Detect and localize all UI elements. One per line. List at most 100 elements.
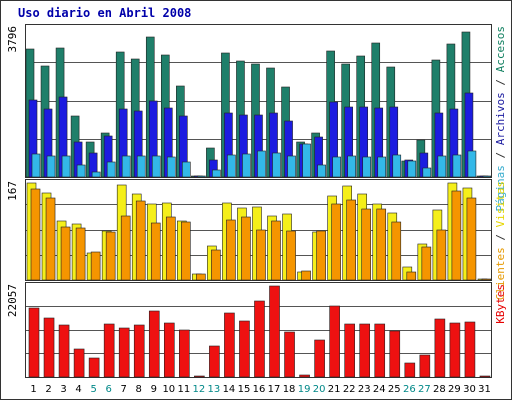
- x-tick-label-day-9: 9: [151, 384, 157, 395]
- bar-páginas-day-29: [452, 154, 462, 178]
- bar-clientes-day-5: [90, 251, 101, 281]
- bar-clientes-day-1: [30, 188, 41, 281]
- bar-kbytes-day-29: [449, 322, 461, 378]
- bar-clientes-day-26: [406, 271, 417, 281]
- bar-clientes-day-8: [135, 200, 146, 281]
- legend-part-3: /: [494, 72, 507, 92]
- bar-clientes-day-9: [150, 222, 161, 281]
- bar-clientes-day-18: [286, 230, 296, 281]
- bar-kbytes-day-26: [404, 362, 416, 378]
- legend-part-0: Clientes: [494, 247, 507, 300]
- bar-páginas-day-4: [76, 164, 86, 178]
- bar-clientes-day-10: [165, 216, 176, 281]
- bar-kbytes-day-13: [209, 345, 220, 378]
- bar-clientes-day-4: [75, 227, 86, 281]
- bar-kbytes-day-14: [224, 312, 235, 378]
- y-max-label: 167: [6, 181, 19, 201]
- bar-páginas-day-9: [151, 155, 161, 178]
- x-tick-label-day-13: 13: [208, 384, 221, 395]
- bar-páginas-day-30: [467, 150, 477, 178]
- bar-kbytes-day-25: [389, 330, 401, 378]
- legend-part-1: /: [494, 227, 507, 247]
- legend-part-2: Visitas: [494, 181, 507, 227]
- bar-páginas-day-27: [422, 167, 432, 178]
- panel-frame: [25, 24, 492, 178]
- bar-páginas-day-11: [182, 161, 191, 178]
- bar-kbytes-day-24: [374, 323, 386, 378]
- bar-kbytes-day-15: [239, 320, 250, 378]
- bar-páginas-day-28: [437, 155, 447, 178]
- x-tick-label-day-15: 15: [238, 384, 251, 395]
- bar-clientes-day-30: [466, 197, 477, 281]
- bar-clientes-day-3: [60, 226, 71, 281]
- bar-páginas-day-26: [407, 160, 417, 178]
- bar-kbytes-day-19: [299, 374, 310, 378]
- bar-páginas-day-17: [272, 152, 281, 178]
- x-tick-label-day-7: 7: [121, 384, 127, 395]
- bar-páginas-day-12: [197, 175, 206, 178]
- bar-páginas-day-7: [121, 155, 131, 178]
- bar-kbytes-day-8: [133, 324, 145, 378]
- x-tick-label-day-5: 5: [90, 384, 96, 395]
- x-tick-label-day-29: 29: [448, 384, 461, 395]
- legend-part-2: Archivos: [494, 92, 507, 145]
- bar-clientes-day-19: [301, 270, 311, 281]
- bar-clientes-day-25: [391, 221, 402, 281]
- x-tick-label-day-21: 21: [328, 384, 341, 395]
- bar-clientes-day-17: [271, 220, 281, 281]
- series-páginas: [31, 143, 492, 178]
- bar-clientes-day-28: [436, 229, 447, 281]
- bar-páginas-day-31: [482, 175, 492, 178]
- legend-part-0: KBytes: [494, 284, 507, 324]
- bar-kbytes-day-27: [419, 354, 431, 378]
- bar-clientes-day-31: [481, 278, 492, 281]
- bar-kbytes-day-3: [58, 324, 70, 378]
- bar-páginas-day-19: [302, 143, 311, 178]
- x-tick-label-day-24: 24: [373, 384, 386, 395]
- bar-kbytes-day-31: [479, 375, 491, 378]
- bar-páginas-day-15: [242, 153, 251, 178]
- x-tick-label-day-14: 14: [223, 384, 236, 395]
- bar-páginas-day-14: [227, 154, 236, 178]
- series-legend: Páginas / Archivos / Accesos: [494, 26, 507, 211]
- x-tick-label-day-28: 28: [433, 384, 446, 395]
- bar-kbytes-day-28: [434, 318, 446, 378]
- bar-kbytes-day-4: [73, 348, 85, 378]
- bar-clientes-day-15: [241, 216, 251, 281]
- bar-kbytes-day-12: [194, 375, 205, 378]
- legend-part-0: Páginas: [494, 165, 507, 211]
- x-tick-label-day-1: 1: [30, 384, 36, 395]
- x-tick-label-day-23: 23: [358, 384, 371, 395]
- legend-part-4: Accesos: [494, 26, 507, 72]
- bar-kbytes-day-1: [28, 307, 40, 378]
- bar-páginas-day-13: [212, 169, 221, 178]
- bar-clientes-day-21: [331, 203, 341, 281]
- bar-kbytes-day-16: [254, 300, 265, 378]
- bar-páginas-day-25: [392, 154, 402, 178]
- bar-páginas-day-22: [347, 155, 356, 178]
- panel-frame: [25, 179, 492, 281]
- bar-kbytes-day-30: [464, 321, 476, 378]
- bar-páginas-day-5: [91, 171, 101, 178]
- bar-kbytes-day-22: [344, 323, 355, 378]
- bar-clientes-day-11: [181, 221, 191, 281]
- bar-páginas-day-20: [317, 164, 326, 178]
- bar-kbytes-day-20: [314, 339, 325, 378]
- bar-páginas-day-18: [287, 155, 296, 178]
- bar-páginas-day-24: [377, 156, 387, 178]
- bar-clientes-day-12: [196, 273, 206, 281]
- bar-clientes-day-27: [421, 246, 432, 281]
- x-tick-label-day-12: 12: [193, 384, 206, 395]
- bar-clientes-day-22: [346, 199, 356, 281]
- x-tick-label-day-4: 4: [75, 384, 81, 395]
- x-tick-label-day-31: 31: [478, 384, 491, 395]
- x-tick-label-day-16: 16: [253, 384, 266, 395]
- bar-clientes-day-16: [256, 229, 266, 281]
- legend-part-1: /: [494, 145, 507, 165]
- bar-páginas-day-10: [166, 156, 176, 178]
- bar-kbytes-day-17: [269, 285, 280, 378]
- bar-clientes-day-29: [451, 190, 462, 281]
- x-tick-label-day-11: 11: [177, 384, 190, 395]
- bar-páginas-day-6: [106, 161, 116, 178]
